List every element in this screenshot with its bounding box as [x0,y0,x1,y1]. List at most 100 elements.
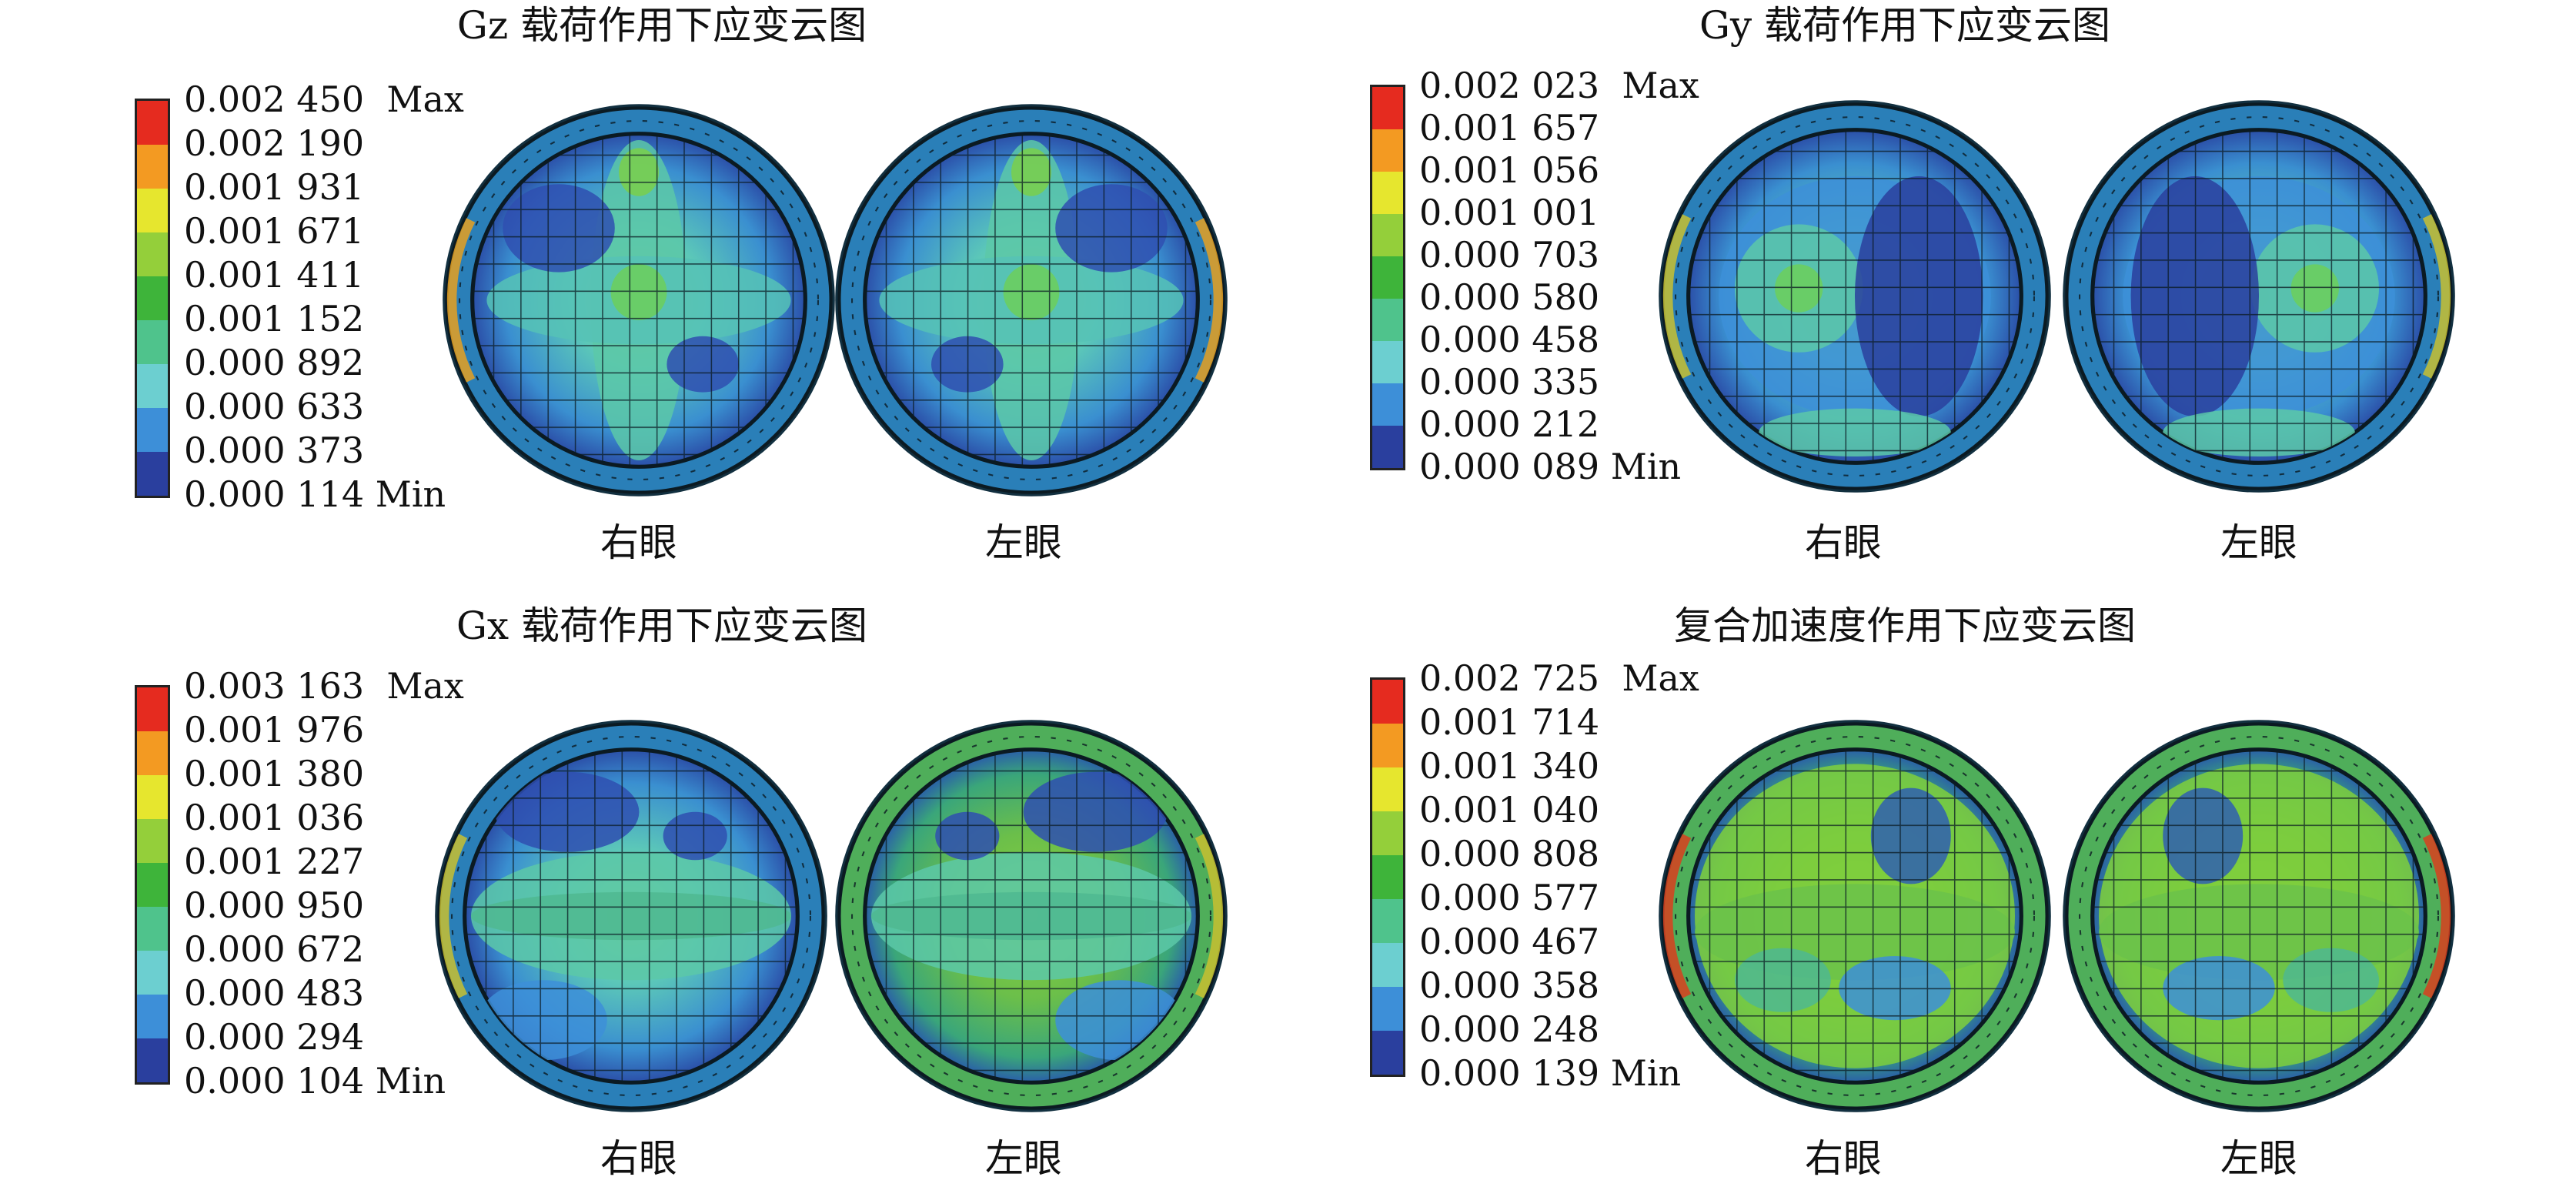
left-eye-caption: 左眼 [2220,1136,2297,1181]
colorbar-segment [137,320,168,364]
colorbar-tick-label: 0.001 411 [184,254,365,296]
colorbar-tick-label: 0.001 976 [184,709,365,751]
colorbar-tick-label: 0.000 467 [1419,921,1600,962]
left-eye-strain-map [835,104,1228,497]
colorbar-tick-label: 0.000 703 [1419,234,1600,276]
colorbar-segment [137,364,168,408]
colorbar-segment [137,145,168,189]
colorbar-tick-label: 0.001 152 [184,298,365,339]
panel-gy: Gy 载荷作用下应变云图 0.002 023 Max 0.001 657 0.001… [1343,0,2576,585]
colorbar-segment [1372,129,1403,172]
colorbar-scale [1370,677,1405,1077]
colorbar-tick-label: 0.001 040 [1419,789,1600,831]
colorbar-tick-label: 0.000 089 Min [1419,446,1682,487]
panel-combined: 复合加速度作用下应变云图 0.002 725 Max 0.001 714 0.001… [1343,600,2576,1185]
colorbar-segment [1372,943,1403,987]
right-eye-caption: 右眼 [1805,520,1882,565]
right-eye-strain-map [1659,720,2051,1112]
colorbar-tick-label: 0.000 580 [1419,276,1600,318]
colorbar-tick-label: 0.000 294 [184,1016,365,1058]
colorbar-tick-label: 0.000 114 Min [184,473,446,515]
colorbar-tick-label: 0.000 483 [184,972,365,1014]
colorbar-segment [1372,680,1403,724]
colorbar-tick-label: 0.000 633 [184,386,365,427]
colorbar-tick-label: 0.000 892 [184,342,365,383]
colorbar-tick-label: 0.002 450 Max [184,79,464,120]
colorbar-segment [137,775,168,819]
panel-title: 复合加速度作用下应变云图 [1674,604,2136,648]
colorbar-tick-label: 0.001 380 [184,753,365,794]
colorbar-segment [1372,987,1403,1031]
colorbar-segment [137,907,168,951]
colorbar-segment [137,687,168,731]
colorbar-tick-label: 0.003 163 Max [184,665,464,707]
right-eye-caption: 右眼 [600,520,677,565]
colorbar-segment [137,452,168,496]
colorbar-tick-label: 0.001 671 [184,210,365,252]
colorbar-tick-label: 0.001 657 [1419,107,1600,149]
colorbar-tick-label: 0.000 104 Min [184,1060,446,1102]
colorbar-segment [1372,172,1403,214]
colorbar-tick-label: 0.002 023 Max [1419,65,1699,106]
colorbar-segment [1372,724,1403,767]
colorbar-tick-label: 0.002 190 [184,122,365,164]
colorbar-segment [1372,341,1403,383]
colorbar-segment [137,819,168,863]
colorbar-segment [1372,87,1403,129]
colorbar-tick-label: 0.001 714 [1419,701,1600,743]
colorbar-scale [135,685,170,1085]
colorbar-segment [137,1038,168,1082]
colorbar-segment [1372,811,1403,855]
colorbar-tick-label: 0.001 036 [184,797,365,838]
colorbar-tick-label: 0.000 248 [1419,1008,1600,1050]
colorbar-tick-label: 0.002 725 Max [1419,657,1699,699]
colorbar-tick-label: 0.001 227 [184,841,365,882]
left-eye-caption: 左眼 [985,1136,1062,1181]
colorbar-segment [1372,214,1403,256]
colorbar-tick-label: 0.001 931 [184,166,365,208]
right-eye-strain-map [1659,100,2051,493]
colorbar-segment [137,863,168,907]
right-eye-strain-map [435,720,827,1112]
colorbar-tick-label: 0.000 577 [1419,877,1600,918]
colorbar-tick-label: 0.001 340 [1419,745,1600,787]
colorbar-segment [137,951,168,995]
colorbar-segment [137,995,168,1038]
colorbar-segment [1372,383,1403,426]
left-eye-strain-map [2063,720,2455,1112]
panel-gx: Gx 载荷作用下应变云图 0.003 163 Max 0.001 976 0.001… [108,600,1355,1185]
panel-title: Gy 载荷作用下应变云图 [1699,3,2111,48]
colorbar-tick-label: 0.001 001 [1419,192,1600,233]
panel-gz: Gz 载荷作用下应变云图 0.002 450 Max 0.002 190 0.001… [108,0,1355,585]
right-eye-caption: 右眼 [1805,1136,1882,1181]
colorbar-tick-label: 0.000 672 [184,928,365,970]
colorbar-segment [137,731,168,775]
left-eye-strain-map [2063,100,2455,493]
panel-title: Gz 载荷作用下应变云图 [456,3,867,48]
left-eye-caption: 左眼 [2220,520,2297,565]
right-eye-strain-map [443,104,835,497]
left-eye-strain-map [835,720,1228,1112]
colorbar-segment [137,408,168,452]
colorbar-tick-label: 0.000 358 [1419,965,1600,1006]
colorbar-tick-label: 0.000 950 [184,884,365,926]
colorbar-segment [1372,1031,1403,1075]
colorbar-segment [137,232,168,276]
colorbar-tick-label: 0.000 139 Min [1419,1052,1682,1094]
colorbar-segment [1372,299,1403,341]
colorbar-tick-label: 0.000 458 [1419,319,1600,360]
colorbar-segment [1372,855,1403,899]
colorbar-tick-label: 0.000 808 [1419,833,1600,874]
panel-title: Gx 载荷作用下应变云图 [456,604,868,648]
colorbar-segment [1372,899,1403,943]
left-eye-caption: 左眼 [985,520,1062,565]
colorbar-tick-label: 0.000 335 [1419,361,1600,403]
colorbar-segment [137,101,168,145]
colorbar-segment [1372,256,1403,299]
right-eye-caption: 右眼 [600,1136,677,1181]
colorbar-tick-label: 0.000 212 [1419,403,1600,445]
colorbar-segment [1372,767,1403,811]
colorbar-tick-label: 0.000 373 [184,430,365,471]
colorbar-tick-label: 0.001 056 [1419,149,1600,191]
colorbar-scale [135,99,170,498]
